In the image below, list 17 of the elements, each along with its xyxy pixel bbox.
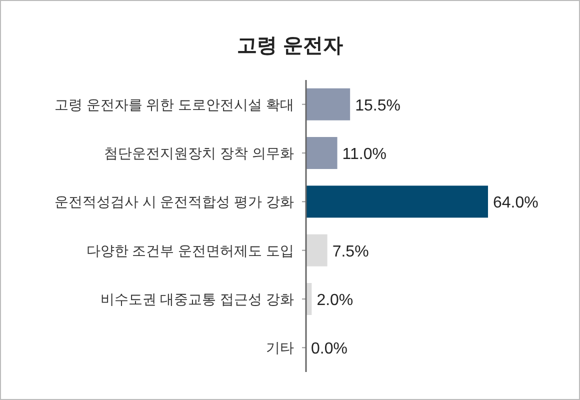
data-label: 2.0%	[316, 292, 354, 309]
data-label: 15.5%	[355, 97, 400, 114]
y-tick-label: 비수도권 대중교통 접근성 강화	[100, 291, 294, 307]
y-tick-label: 고령 운전자를 위한 도로안전시설 확대	[54, 96, 294, 112]
chart-title: 고령 운전자	[237, 35, 343, 57]
y-tick-label: 첨단운전지원장치 장착 의무화	[104, 145, 294, 161]
data-label: 64.0%	[493, 194, 538, 212]
bar	[306, 137, 338, 169]
bar	[306, 186, 488, 218]
bar	[306, 234, 328, 266]
y-tick-label: 다양한 조건부 운전면허제도 도입	[86, 242, 294, 258]
bar	[306, 88, 350, 120]
y-tick-label: 운전적성검사 시 운전적합성 평가 강화	[54, 194, 294, 210]
y-tick-label: 기타	[266, 340, 294, 356]
data-label: 0.0%	[311, 340, 348, 358]
data-label: 11.0%	[342, 146, 386, 163]
data-label: 7.5%	[332, 243, 369, 260]
